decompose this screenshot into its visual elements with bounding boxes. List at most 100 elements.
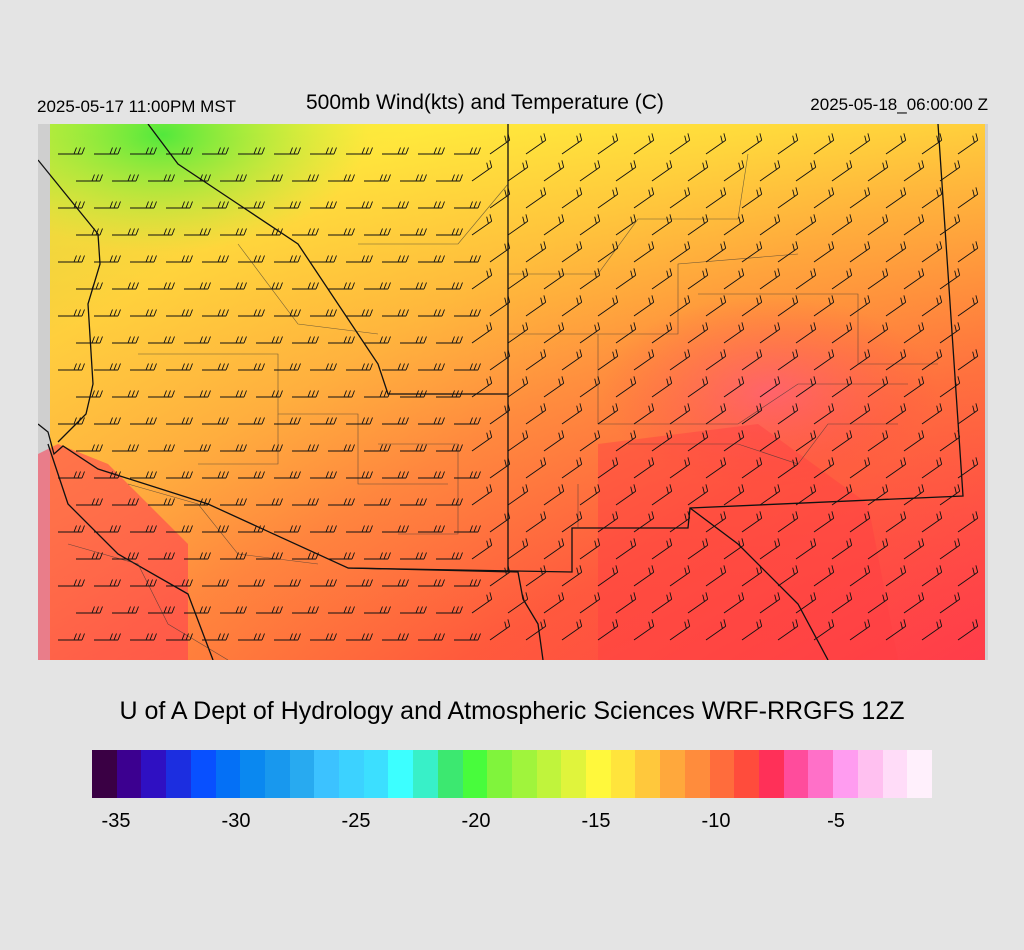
wind-barb bbox=[615, 538, 637, 560]
wind-barb bbox=[957, 241, 979, 263]
wind-barb bbox=[94, 363, 121, 371]
colorbar-swatch bbox=[833, 750, 858, 798]
wind-barb bbox=[867, 592, 889, 614]
colorbar-swatch bbox=[536, 750, 562, 798]
wind-barb bbox=[58, 255, 85, 263]
wind-barb bbox=[615, 376, 637, 398]
colorbar-swatch bbox=[783, 750, 809, 798]
wind-barb bbox=[471, 160, 493, 182]
wind-barb bbox=[687, 538, 709, 560]
wind-barb bbox=[471, 484, 493, 506]
wind-barb bbox=[382, 633, 409, 641]
wind-barb bbox=[831, 214, 853, 236]
wind-barb bbox=[310, 417, 337, 425]
wind-barb bbox=[633, 619, 655, 641]
wind-barb bbox=[525, 187, 547, 209]
wind-barb bbox=[885, 565, 907, 587]
colorbar-swatch bbox=[734, 750, 759, 798]
wind-barb bbox=[202, 363, 229, 371]
wind-barb bbox=[238, 417, 265, 425]
colorbar-swatch bbox=[857, 750, 883, 798]
wind-barb bbox=[525, 241, 547, 263]
wind-barb bbox=[759, 484, 781, 506]
wind-barb bbox=[795, 592, 817, 614]
wind-barb bbox=[633, 133, 655, 155]
wind-barb bbox=[669, 241, 691, 263]
wind-barb bbox=[454, 309, 481, 317]
colorbar-swatch bbox=[610, 750, 636, 798]
wind-barb bbox=[94, 525, 121, 533]
weather-map bbox=[38, 124, 988, 660]
wind-barb bbox=[310, 471, 337, 479]
wind-barb bbox=[939, 538, 961, 560]
wind-barb bbox=[651, 538, 673, 560]
wind-barb bbox=[130, 147, 157, 155]
wind-barb bbox=[651, 214, 673, 236]
colorbar-swatch bbox=[462, 750, 488, 798]
wind-barb bbox=[813, 295, 835, 317]
wind-barb bbox=[939, 376, 961, 398]
wind-barb bbox=[220, 498, 247, 506]
wind-barb bbox=[112, 444, 139, 452]
wind-barb bbox=[705, 511, 727, 533]
wind-barb bbox=[543, 268, 565, 290]
wind-barb bbox=[669, 619, 691, 641]
wind-barb bbox=[543, 484, 565, 506]
wind-barb bbox=[364, 336, 391, 344]
wind-barb bbox=[346, 309, 373, 317]
wind-barb bbox=[723, 430, 745, 452]
wind-barb bbox=[957, 403, 979, 425]
wind-barb bbox=[166, 633, 193, 641]
wind-barb bbox=[436, 498, 463, 506]
wind-barb bbox=[202, 633, 229, 641]
wind-barb bbox=[885, 133, 907, 155]
wind-barb bbox=[561, 511, 583, 533]
colorbar-swatch bbox=[166, 750, 191, 798]
wind-barb bbox=[507, 214, 529, 236]
wind-barb bbox=[58, 201, 85, 209]
wind-barb bbox=[274, 309, 301, 317]
temperature-colorbar bbox=[92, 750, 932, 798]
wind-barb bbox=[849, 511, 871, 533]
wind-barb bbox=[382, 417, 409, 425]
wind-barb bbox=[58, 417, 85, 425]
wind-barb bbox=[382, 471, 409, 479]
wind-barb bbox=[687, 592, 709, 614]
wind-barb bbox=[597, 565, 619, 587]
wind-barb bbox=[615, 268, 637, 290]
wind-barb bbox=[669, 511, 691, 533]
wind-barb bbox=[903, 268, 925, 290]
wind-barb bbox=[166, 417, 193, 425]
wind-barb bbox=[328, 282, 355, 290]
wind-barb bbox=[669, 457, 691, 479]
wind-barb bbox=[256, 282, 283, 290]
wind-barb bbox=[58, 471, 85, 479]
colorbar-ticks: -35 -30 -25 -20 -15 -10 -5 bbox=[92, 810, 932, 838]
colorbar-tick-label: -20 bbox=[461, 810, 491, 832]
wind-barb bbox=[507, 538, 529, 560]
wind-barb bbox=[112, 390, 139, 398]
wind-barb bbox=[579, 214, 601, 236]
wind-barb bbox=[777, 241, 799, 263]
wind-barb bbox=[130, 471, 157, 479]
colorbar-swatch bbox=[684, 750, 710, 798]
wind-barb bbox=[885, 457, 907, 479]
wind-barb bbox=[741, 295, 763, 317]
wind-barb bbox=[489, 187, 511, 209]
wind-barb bbox=[256, 174, 283, 182]
wind-barb bbox=[615, 484, 637, 506]
wind-barb bbox=[597, 241, 619, 263]
wind-barb bbox=[310, 147, 337, 155]
wind-barb bbox=[436, 282, 463, 290]
wind-barb bbox=[256, 606, 283, 614]
wind-barb bbox=[471, 430, 493, 452]
wind-barb bbox=[364, 606, 391, 614]
wind-barb bbox=[292, 444, 319, 452]
wind-barb bbox=[831, 160, 853, 182]
wind-barb bbox=[220, 336, 247, 344]
wind-barb bbox=[454, 525, 481, 533]
wind-barb bbox=[274, 471, 301, 479]
wind-barb bbox=[436, 174, 463, 182]
wind-barb bbox=[58, 147, 85, 155]
wind-barb bbox=[364, 552, 391, 560]
